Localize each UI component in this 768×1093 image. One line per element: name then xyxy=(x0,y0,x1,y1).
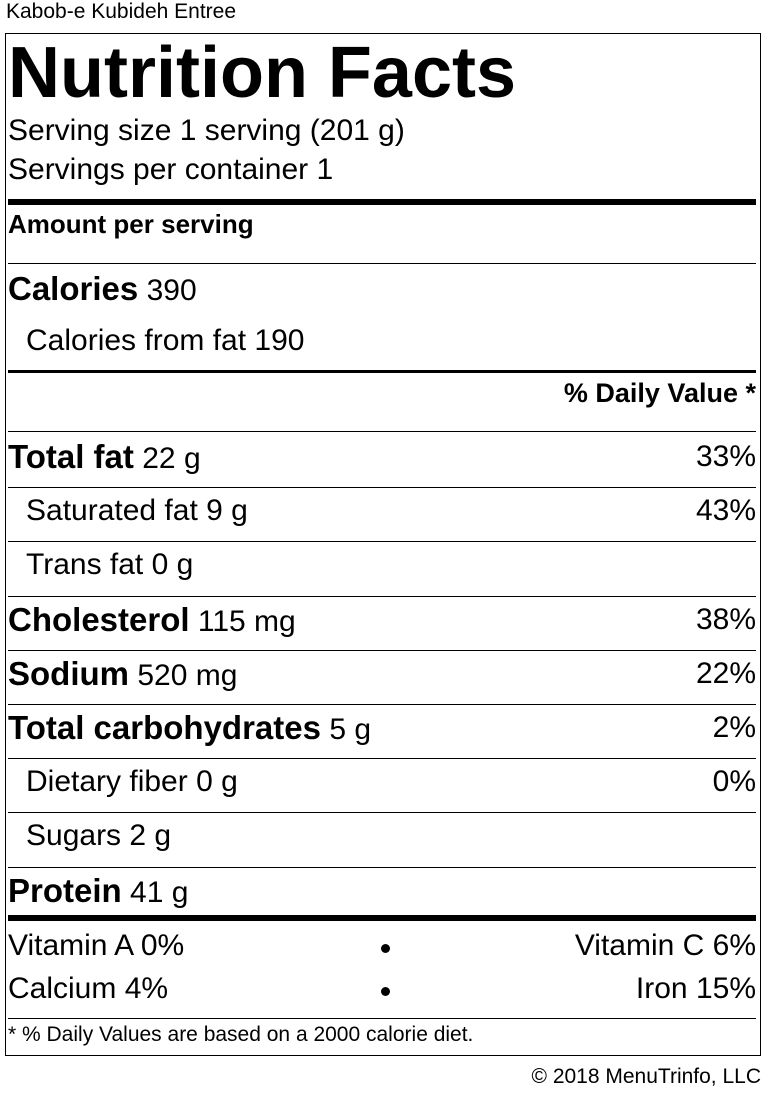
nutrient-label: Trans fat 0 g xyxy=(26,548,193,582)
calories-from-fat: Calories from fat 190 xyxy=(26,324,305,357)
nutrient-daily-value: 0% xyxy=(712,765,756,799)
nutrition-label: Nutrition Facts Serving size 1 serving (… xyxy=(5,33,761,1056)
bullet-icon xyxy=(381,944,390,953)
nutrient-label: Saturated fat 9 g xyxy=(26,494,248,528)
nutrient-amount: 0 g xyxy=(151,548,194,582)
thick-divider xyxy=(8,915,756,921)
nutrient-amount: 22 g xyxy=(142,442,201,475)
divider xyxy=(8,431,756,432)
nutrient-daily-value: 22% xyxy=(695,656,756,690)
nutrient-label: Protein 41 g xyxy=(8,871,189,910)
divider xyxy=(8,541,756,543)
nutrient-amount: 520 mg xyxy=(137,658,238,692)
nutrient-amount: 2 g xyxy=(129,819,172,853)
calcium: Calcium 4% xyxy=(8,972,169,1005)
calories-label: Calories xyxy=(8,270,139,307)
divider xyxy=(8,649,756,651)
divider xyxy=(8,595,756,597)
nutrient-label: Cholesterol 115 mg xyxy=(8,600,296,639)
item-name: Kabob-e Kubideh Entree xyxy=(6,0,237,23)
nutrient-label: Sodium 520 mg xyxy=(8,654,238,693)
nutrient-daily-value: 33% xyxy=(695,440,756,473)
divider xyxy=(8,1018,756,1019)
thick-divider xyxy=(8,199,756,205)
iron: Iron 15% xyxy=(635,972,756,1005)
daily-value-header: % Daily Value * xyxy=(563,378,756,408)
nutrient-name: Total fat xyxy=(8,438,134,475)
divider xyxy=(8,487,756,489)
nutrient-amount: 41 g xyxy=(130,875,189,909)
nutrient-daily-value: 2% xyxy=(712,711,756,744)
vitamin-a: Vitamin A 0% xyxy=(8,929,185,962)
nutrient-amount: 0 g xyxy=(196,765,238,799)
calories-value: 390 xyxy=(146,274,197,307)
nutrient-name: Trans fat xyxy=(26,548,144,582)
amount-per-serving: Amount per serving xyxy=(8,209,254,239)
bullet-icon xyxy=(381,987,390,996)
serving-size: Serving size 1 serving (201 g) xyxy=(8,114,405,147)
divider xyxy=(8,866,756,868)
nutrient-name: Cholesterol xyxy=(8,600,190,638)
divider xyxy=(8,263,756,264)
divider xyxy=(8,758,756,760)
copyright: © 2018 MenuTrinfo, LLC xyxy=(531,1065,761,1088)
nutrient-name: Protein xyxy=(8,871,122,909)
nutrient-daily-value: 38% xyxy=(695,602,756,636)
nutrient-label: Total carbohydrates 5 g xyxy=(8,711,371,747)
divider xyxy=(8,812,756,814)
nutrient-amount: 5 g xyxy=(329,713,372,746)
vitamin-c: Vitamin C 6% xyxy=(574,929,756,962)
nutrient-label: Dietary fiber 0 g xyxy=(26,765,238,799)
nutrient-label: Sugars 2 g xyxy=(26,819,171,853)
nutrient-name: Dietary fiber xyxy=(26,765,188,799)
nutrient-name: Saturated fat xyxy=(26,494,198,528)
medium-divider xyxy=(8,370,756,373)
nutrient-amount: 115 mg xyxy=(197,604,296,638)
nutrient-daily-value: 43% xyxy=(695,494,756,528)
footnote: * % Daily Values are based on a 2000 cal… xyxy=(8,1023,474,1046)
nutrient-name: Sugars xyxy=(26,819,122,853)
nutrient-amount: 9 g xyxy=(206,494,248,528)
servings-per-container: Servings per container 1 xyxy=(8,153,334,186)
nutrient-name: Sodium xyxy=(8,654,129,692)
nutrient-name: Total carbohydrates xyxy=(8,709,321,746)
divider xyxy=(8,704,756,705)
nutrient-label: Total fat 22 g xyxy=(8,440,201,476)
label-title: Nutrition Facts xyxy=(8,33,517,113)
